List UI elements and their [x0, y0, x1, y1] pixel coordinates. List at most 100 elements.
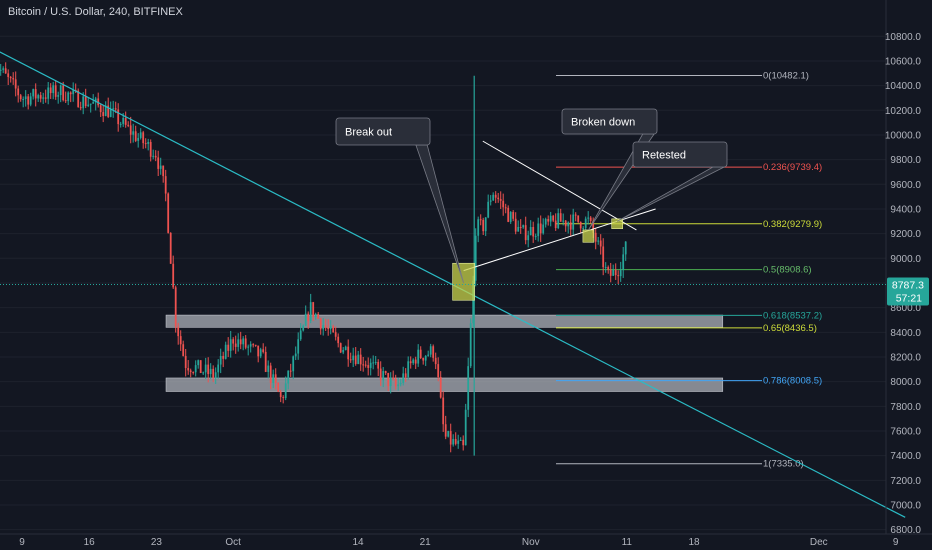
candle-body: [67, 92, 70, 102]
candle-body: [97, 98, 100, 106]
candle-body: [124, 117, 127, 125]
candle-body: [607, 267, 610, 270]
candle-body: [264, 351, 267, 372]
candle-body: [182, 344, 185, 356]
candle-body: [49, 87, 52, 94]
callouts[interactable]: Break out Broken down Retested: [335, 108, 728, 284]
candle-body: [14, 79, 17, 89]
price-tick-label: 7800.0: [890, 402, 921, 413]
candle-body: [427, 354, 430, 356]
candle-body: [297, 339, 300, 354]
support-zone: [165, 377, 724, 392]
candle-body: [149, 141, 152, 157]
candle-body: [507, 207, 510, 222]
candle-body: [479, 219, 482, 221]
candle-body: [517, 226, 520, 232]
candle-body: [389, 377, 392, 387]
candle-body: [414, 359, 417, 364]
candle-body: [449, 431, 452, 445]
candle-body: [9, 77, 12, 79]
candle-body: [322, 325, 325, 330]
time-tick-label: 14: [352, 537, 364, 548]
fib-level-label: 0.65(8436.5): [763, 323, 817, 334]
candle-body: [484, 217, 487, 232]
candle-body: [547, 219, 550, 222]
candle-body: [137, 137, 140, 141]
candle-body: [54, 85, 57, 97]
candle-body: [162, 165, 165, 177]
candle-body: [374, 361, 377, 363]
candle-body: [142, 132, 145, 144]
candle-body: [567, 222, 570, 227]
candle-body: [257, 345, 260, 357]
candle-body: [102, 112, 105, 117]
price-tick-label: 7000.0: [890, 501, 921, 512]
price-tick-label: 8200.0: [890, 352, 921, 363]
candle-body: [494, 194, 497, 198]
candle-body: [577, 215, 580, 222]
candle-body: [419, 349, 422, 358]
candle-body: [214, 372, 217, 378]
candle-body: [12, 78, 15, 80]
candle-body: [609, 269, 612, 276]
candle-body: [554, 220, 557, 229]
candle-body: [502, 200, 505, 208]
candle-body: [294, 353, 297, 357]
candle-body: [32, 89, 35, 97]
candle-body: [619, 270, 622, 277]
candle-body: [612, 269, 615, 276]
candle-body: [537, 223, 540, 237]
candle-body: [467, 366, 470, 410]
candle-body: [617, 275, 620, 277]
candlestick-series[interactable]: [0, 53, 627, 456]
candle-body: [349, 359, 352, 361]
candle-body: [139, 132, 142, 138]
candle-body: [224, 344, 227, 359]
candle-body: [412, 359, 415, 364]
price-tick-label: 8400.0: [890, 328, 921, 339]
candle-body: [154, 155, 157, 158]
candle-body: [539, 223, 542, 234]
candle-body: [559, 213, 562, 222]
candle-body: [542, 224, 545, 234]
candle-body: [244, 338, 247, 348]
candle-body: [262, 349, 265, 352]
candle-body: [42, 97, 45, 99]
fib-retracement[interactable]: 0(10482.1) 0.236(9739.4) 0.382(9279.9) 0.5(…: [556, 70, 822, 470]
candle-body: [2, 68, 5, 70]
candle-body: [144, 143, 147, 145]
candle-body: [562, 220, 565, 222]
time-axis[interactable]: 9 16 23 Oct 14 21 Nov 11 18 Dec 9: [0, 533, 932, 548]
candle-body: [114, 108, 117, 110]
candle-body: [402, 373, 405, 383]
candle-body: [487, 201, 490, 218]
candle-body: [287, 370, 290, 384]
candle-body: [82, 96, 85, 109]
candle-body: [499, 199, 502, 201]
candle-body: [282, 397, 285, 399]
candle-body: [177, 326, 180, 337]
candle-body: [497, 197, 500, 200]
candle-body: [274, 374, 277, 384]
candle-body: [19, 95, 22, 100]
candle-body: [624, 241, 627, 255]
candle-body: [127, 124, 130, 126]
candle-body: [444, 424, 447, 437]
candle-body: [509, 212, 512, 222]
candle-body: [259, 349, 262, 357]
candle-body: [249, 344, 252, 347]
candle-body: [447, 431, 450, 437]
candle-body: [0, 69, 2, 71]
candle-body: [344, 346, 347, 350]
candle-body: [592, 220, 595, 233]
candle-body: [594, 232, 597, 242]
price-tick-label: 10400.0: [885, 81, 922, 92]
candle-body: [269, 365, 272, 383]
candle-body: [117, 109, 120, 125]
candle-body: [157, 157, 160, 169]
candle-body: [307, 313, 310, 321]
callout-box: [561, 108, 658, 135]
trendline-layer[interactable]: [0, 49, 906, 518]
price-axis[interactable]: 10800.0 10600.0 10400.0 10200.0 10000.0 9800.…: [885, 0, 922, 550]
